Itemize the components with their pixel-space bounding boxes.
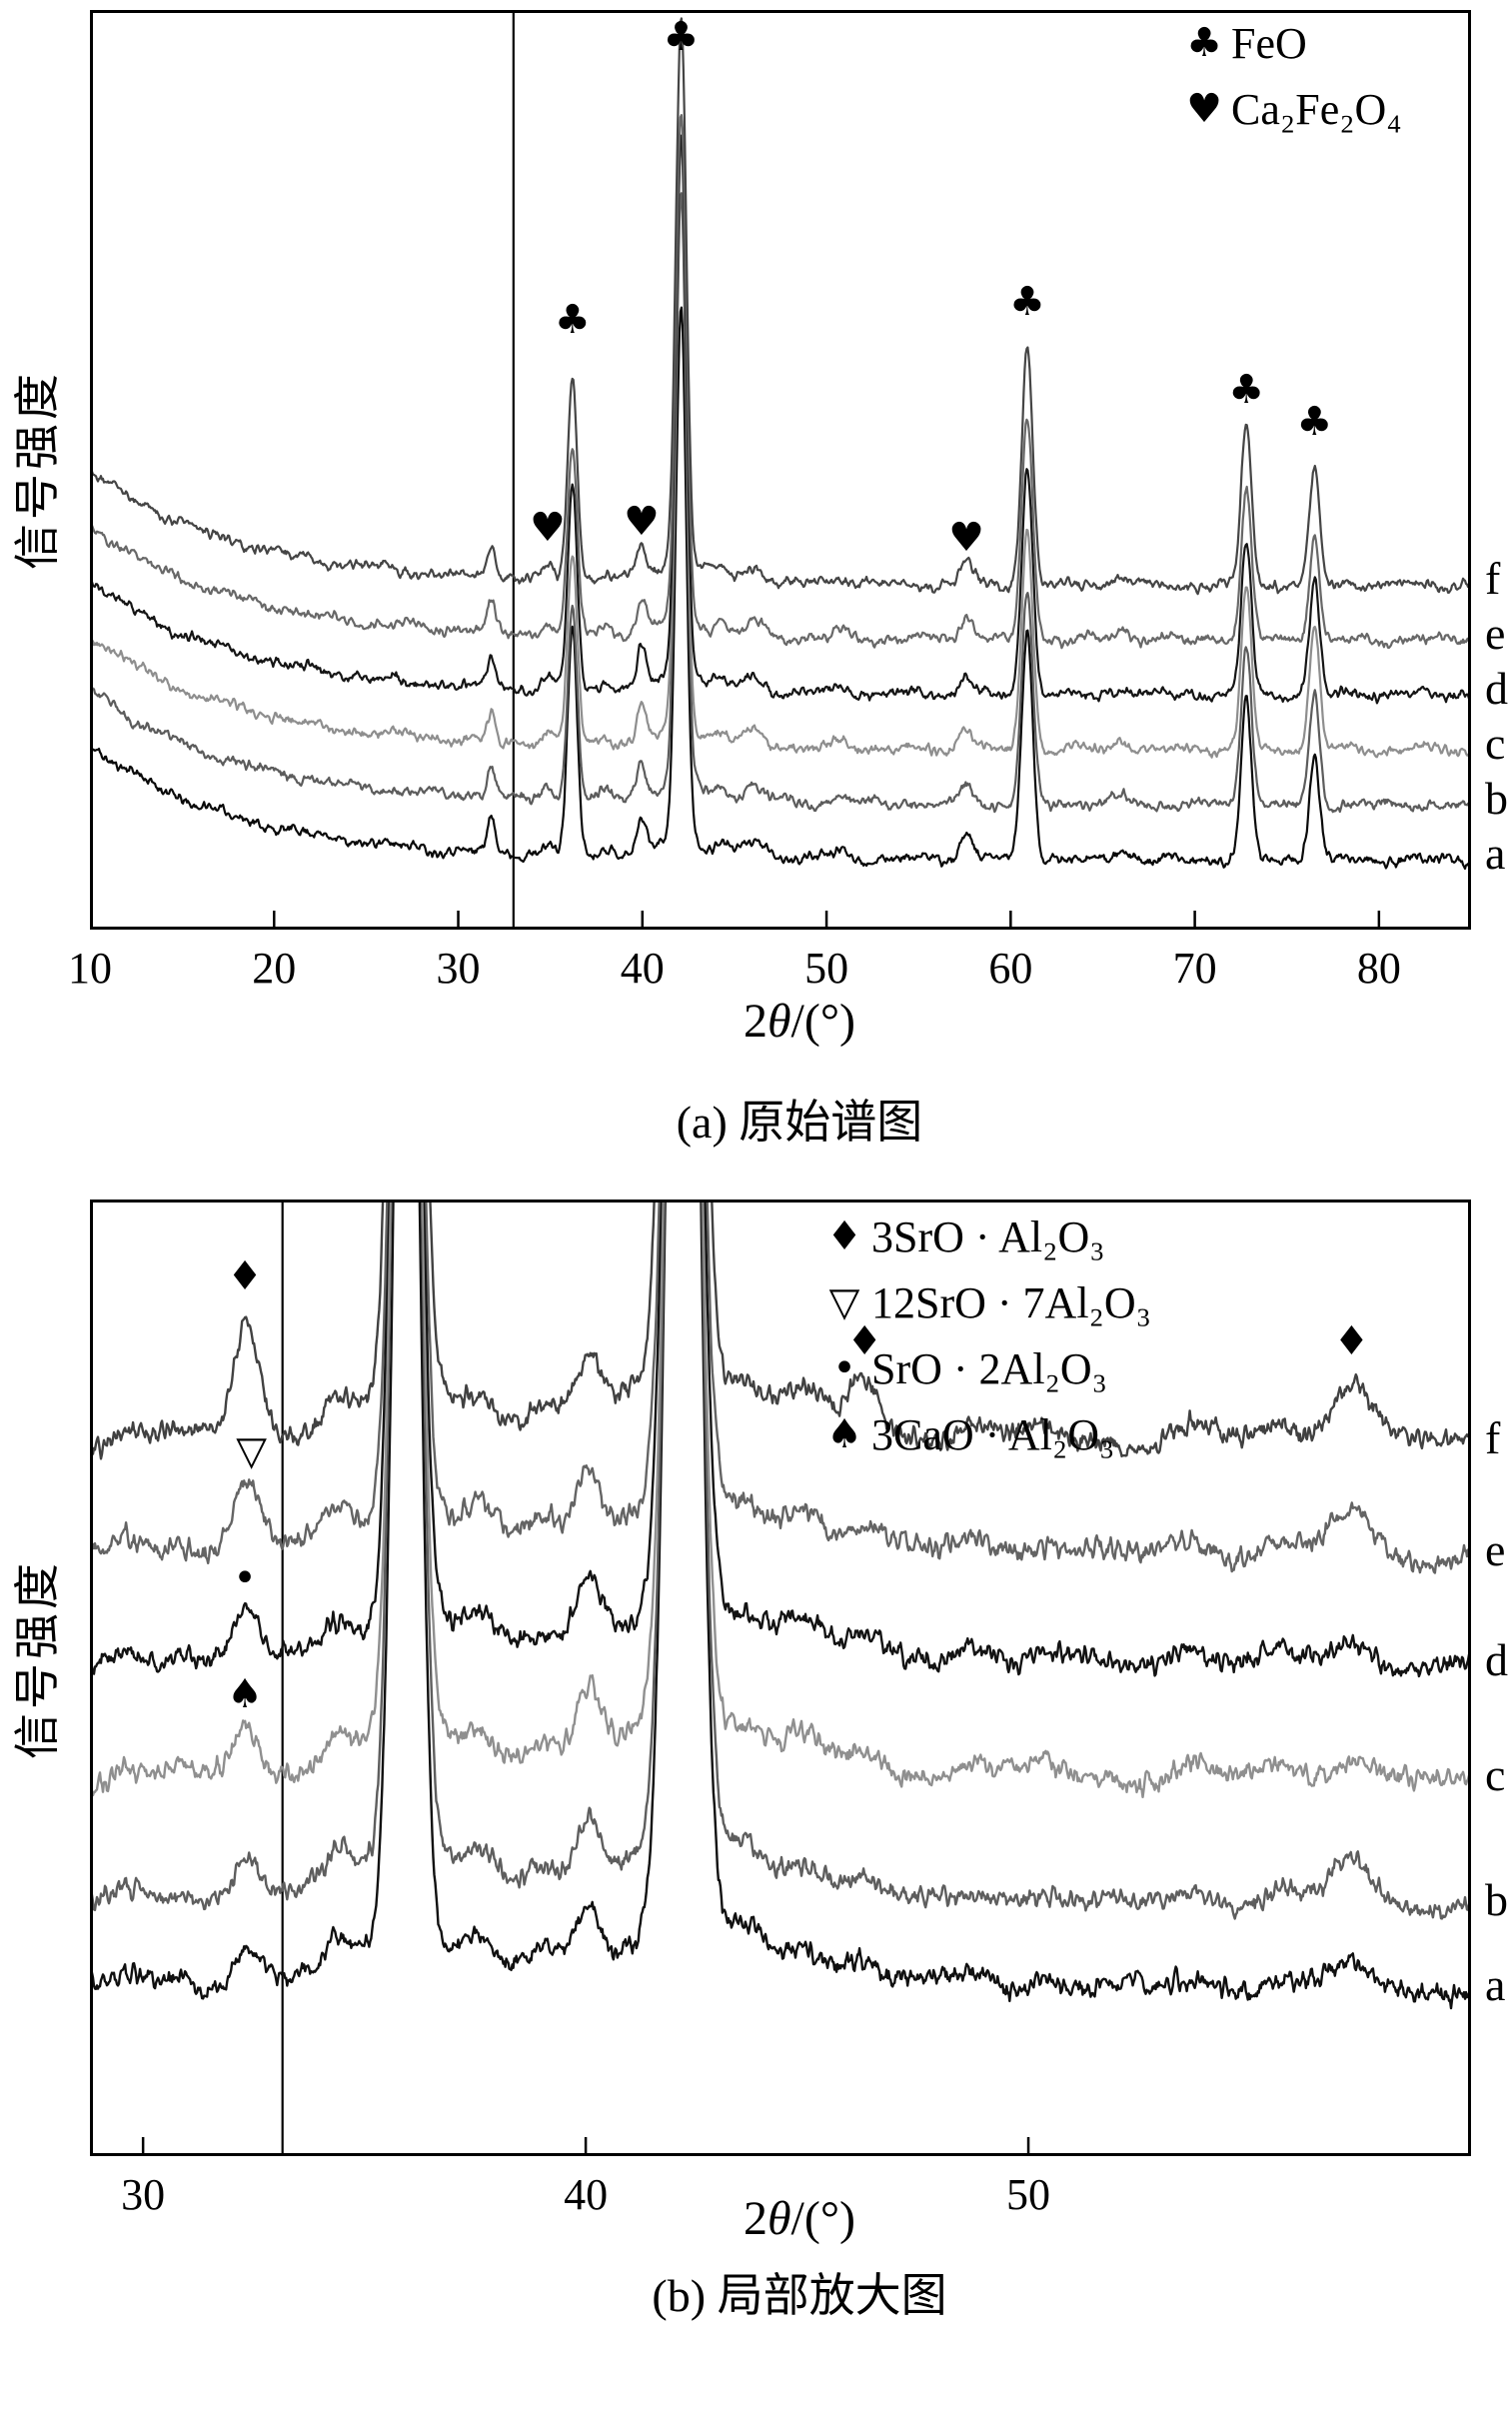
curve-label-d: d xyxy=(1485,663,1508,714)
xrd-curve-e xyxy=(93,1203,1468,1574)
legend-symbol: • xyxy=(832,1345,856,1391)
x-tick-label-40: 40 xyxy=(620,944,665,993)
curve-label-e: e xyxy=(1485,1524,1506,1575)
legend-label: 3SrO · Al₂O₃ xyxy=(871,1211,1105,1261)
peak-marker-a-5: ♣ xyxy=(1008,279,1045,325)
curve-label-b: b xyxy=(1485,1874,1508,1925)
curve-label-a: a xyxy=(1485,1959,1506,2010)
x-tick-label-50: 50 xyxy=(1006,2170,1051,2219)
peak-marker-a-0: ♥ xyxy=(529,505,566,551)
legend-item: ♥ Ca₂Fe₂O₄ xyxy=(1181,76,1402,142)
xrd-curve-f xyxy=(93,17,1468,596)
x-tick-label-60: 60 xyxy=(988,944,1033,993)
curve-label-e: e xyxy=(1485,608,1506,659)
xrd-curve-c xyxy=(93,140,1468,759)
legend-a: ♣ FeO ♥ Ca₂Fe₂O₄ xyxy=(1181,10,1402,142)
peak-marker-a-3: ♣ xyxy=(663,14,700,60)
xrd-curve-b xyxy=(93,1203,1468,1920)
curve-label-b: b xyxy=(1485,773,1508,824)
peak-marker-b-3: ♠ xyxy=(227,1671,263,1717)
legend-label: 3CaO · Al₂O₃ xyxy=(871,1409,1115,1459)
legend-label: Ca₂Fe₂O₄ xyxy=(1231,84,1402,134)
x-tick-label-10: 10 xyxy=(68,944,112,993)
legend-b: ♦ 3SrO · Al₂O₃ ▽ 12SrO · 7Al₂O₃ • SrO · 2Al₂O… xyxy=(821,1204,1151,1467)
x-tick-label-50: 50 xyxy=(804,944,849,993)
legend-symbol: ♠ xyxy=(826,1411,862,1457)
caption-b: (b) 局部放大图 xyxy=(652,2270,947,2321)
x-tick-label-30: 30 xyxy=(121,2170,166,2219)
xrd-curve-f xyxy=(93,1203,1468,1460)
curve-label-c: c xyxy=(1485,1749,1506,1800)
legend-symbol: ♣ xyxy=(1186,20,1222,66)
xlabel-b-post: /(°) xyxy=(790,2192,856,2245)
legend-symbol: ♥ xyxy=(1186,86,1222,132)
peak-marker-a-1: ♣ xyxy=(554,297,591,343)
plot-area-a xyxy=(88,10,1471,930)
curve-label-d: d xyxy=(1485,1634,1508,1685)
peak-marker-a-2: ♥ xyxy=(623,499,660,545)
xrd-curve-d xyxy=(93,134,1468,705)
legend-item: ♦ 3SrO · Al₂O₃ xyxy=(821,1204,1151,1269)
legend-symbol: ▽ xyxy=(828,1279,860,1325)
xrd-curve-a xyxy=(93,1203,1468,2010)
x-tick-label-20: 20 xyxy=(252,944,297,993)
curve-label-f: f xyxy=(1485,553,1501,604)
curve-label-a: a xyxy=(1485,828,1506,879)
peak-marker-a-7: ♣ xyxy=(1296,399,1333,445)
legend-label: FeO xyxy=(1231,18,1307,68)
x-tick-label-40: 40 xyxy=(564,2170,609,2219)
x-axis-title-b: 2θ/(°) xyxy=(744,2191,855,2246)
curve-label-c: c xyxy=(1485,718,1506,769)
y-axis-label-a: 信号强度 xyxy=(12,370,63,570)
xlabel-b-pre: 2 xyxy=(743,2192,767,2245)
legend-item: ♠ 3CaO · Al₂O₃ xyxy=(821,1401,1151,1467)
legend-item: ♣ FeO xyxy=(1181,10,1402,76)
legend-item: ▽ 12SrO · 7Al₂O₃ xyxy=(821,1269,1151,1335)
plot-area-b xyxy=(90,1200,1471,2156)
x-axis-title-a: 2θ/(°) xyxy=(744,994,855,1049)
plot-frame xyxy=(90,1200,1471,2156)
xlabel-a-post: /(°) xyxy=(790,995,856,1048)
xlabel-a-theta: θ xyxy=(766,995,791,1048)
peak-marker-b-2: • xyxy=(233,1555,257,1601)
plot-svg-a xyxy=(88,10,1471,930)
peak-marker-a-6: ♣ xyxy=(1228,367,1265,413)
peak-marker-b-1: ▽ xyxy=(236,1428,268,1474)
xrd-curve-a xyxy=(93,306,1468,871)
legend-label: 12SrO · 7Al₂O₃ xyxy=(871,1277,1152,1327)
xrd-curve-c xyxy=(93,1203,1468,1798)
plot-frame xyxy=(90,10,1471,930)
x-tick-label-80: 80 xyxy=(1356,944,1401,993)
legend-item: • SrO · 2Al₂O₃ xyxy=(821,1335,1151,1401)
y-axis-label-b: 信号强度 xyxy=(12,1559,63,1759)
xrd-curve-e xyxy=(93,114,1468,650)
legend-label: SrO · 2Al₂O₃ xyxy=(871,1343,1108,1393)
xrd-curve-b xyxy=(93,192,1468,814)
plot-svg-b xyxy=(90,1200,1471,2156)
curve-label-f: f xyxy=(1485,1412,1501,1463)
legend-symbol: ♦ xyxy=(826,1213,862,1259)
peak-marker-b-5: ♦ xyxy=(1333,1318,1370,1364)
xlabel-b-theta: θ xyxy=(766,2192,791,2245)
peak-marker-b-4: ♦ xyxy=(846,1318,883,1364)
x-tick-label-70: 70 xyxy=(1172,944,1217,993)
peak-marker-a-4: ♥ xyxy=(948,515,985,561)
x-tick-label-30: 30 xyxy=(436,944,481,993)
peak-marker-b-0: ♦ xyxy=(227,1253,263,1299)
xrd-curve-d xyxy=(93,1203,1468,1678)
xlabel-a-pre: 2 xyxy=(743,995,767,1048)
caption-a: (a) 原始谱图 xyxy=(676,1097,923,1148)
